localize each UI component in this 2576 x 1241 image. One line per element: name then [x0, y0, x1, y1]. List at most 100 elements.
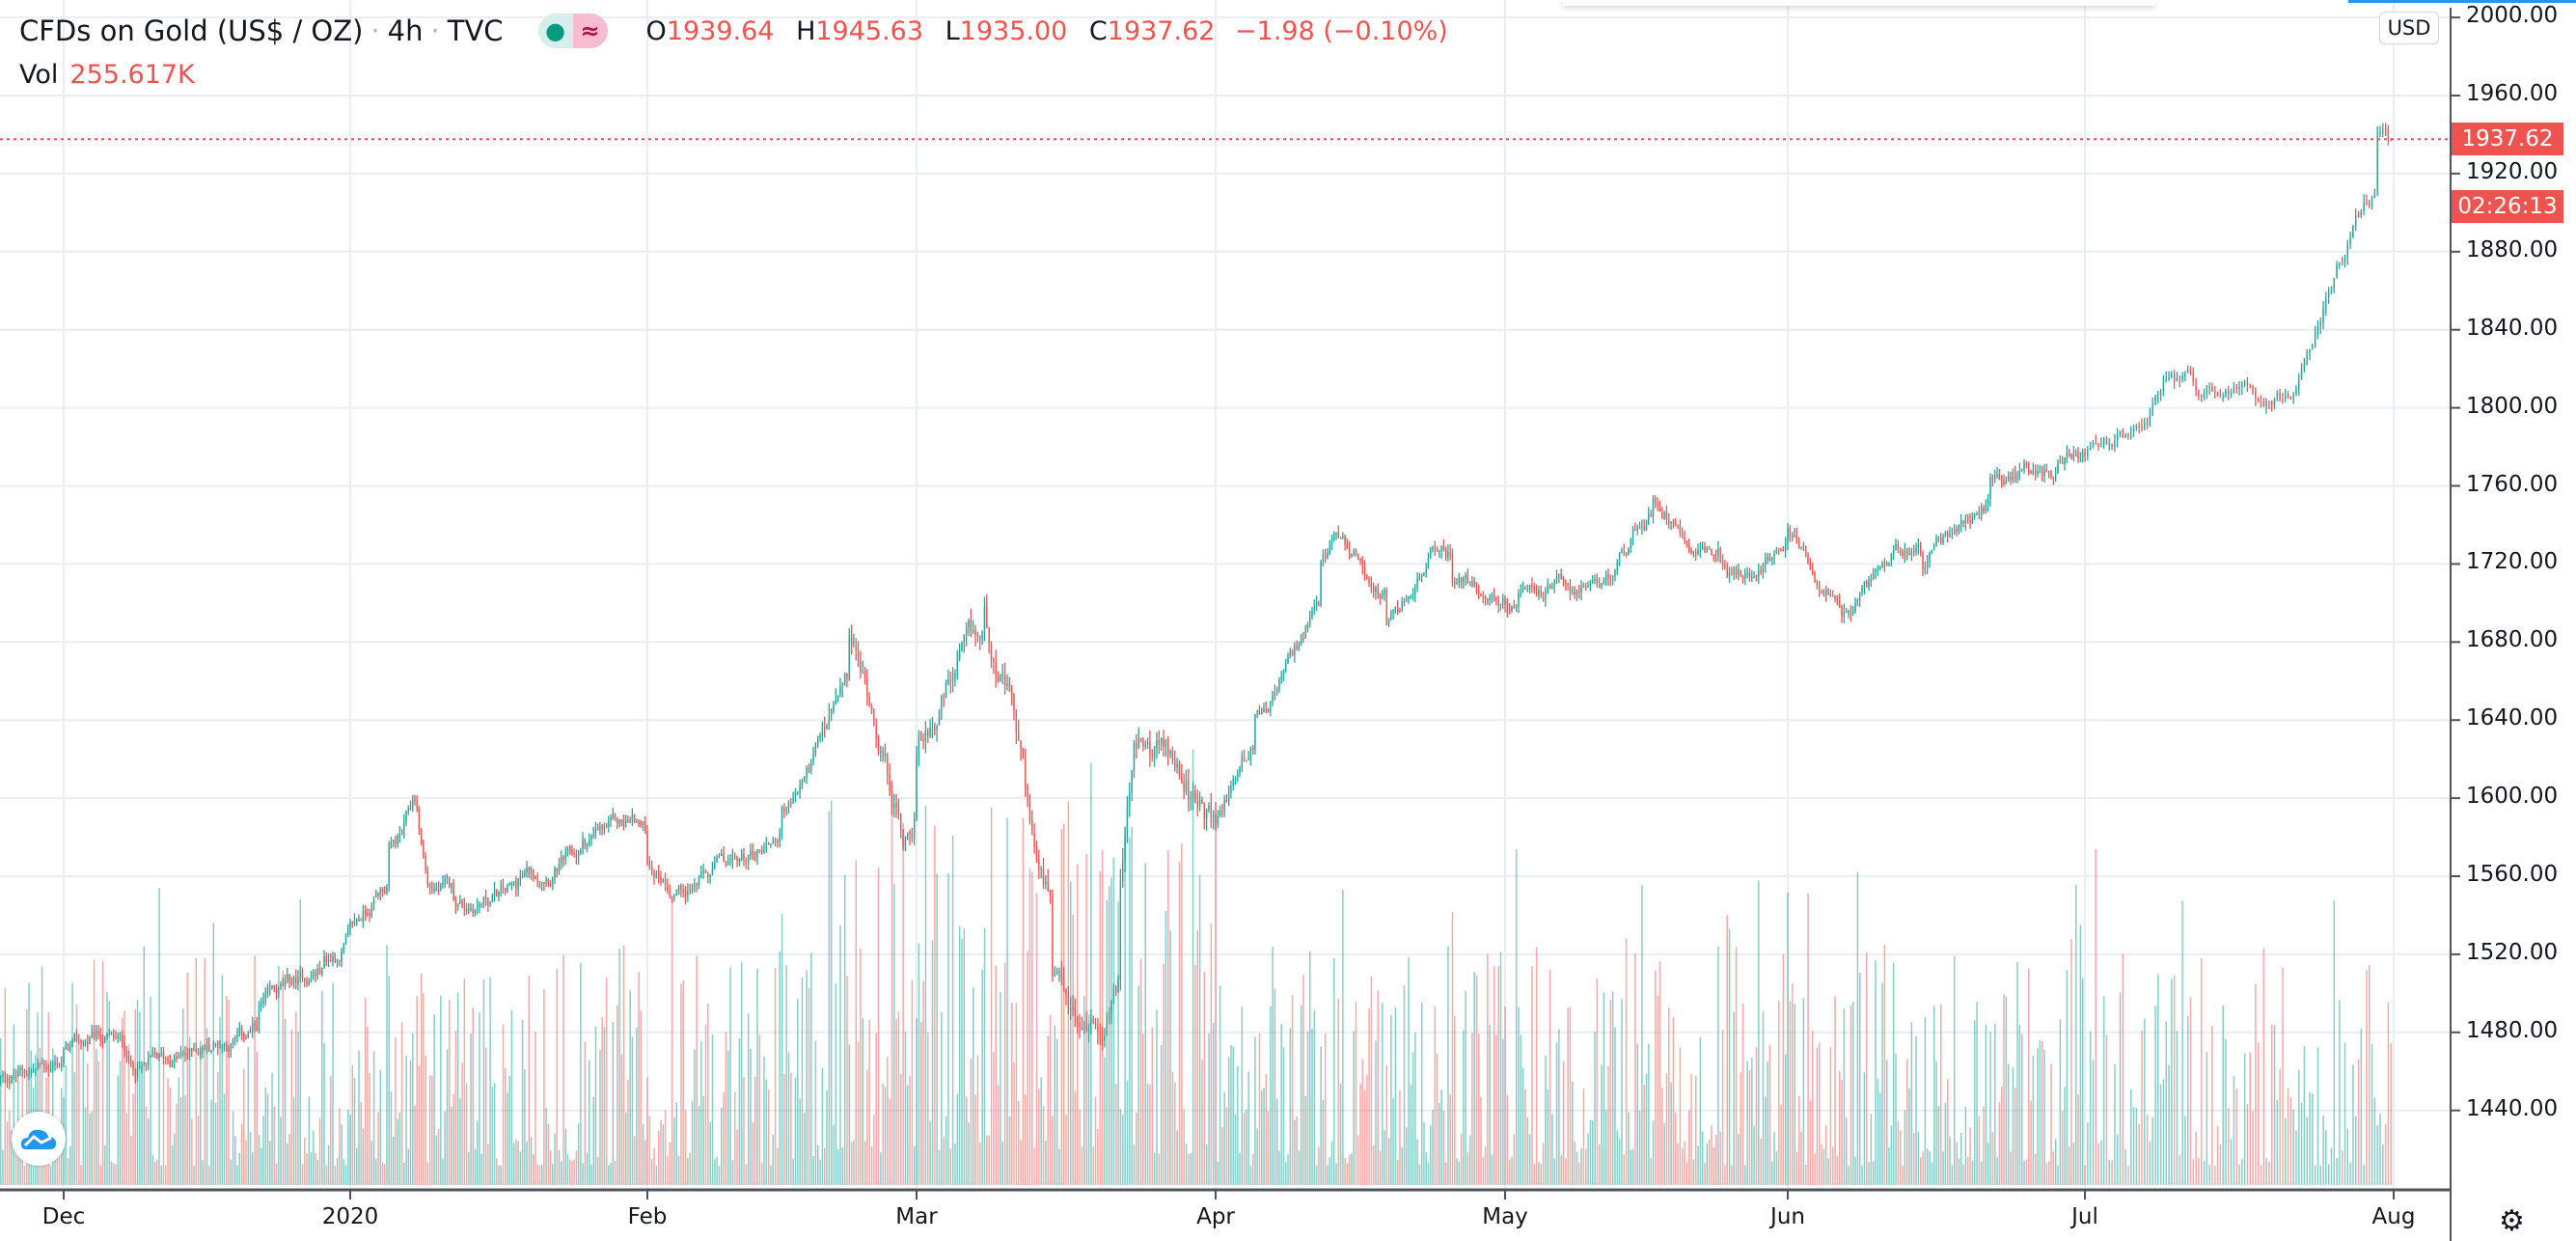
candle-body	[1119, 881, 1122, 980]
volume-bar	[341, 1124, 343, 1185]
volume-bar	[2257, 1042, 2260, 1185]
volume-legend[interactable]: Vol 255.617K	[19, 60, 195, 90]
candle-body	[1834, 595, 1836, 599]
candle-body	[2360, 210, 2363, 217]
candle-body	[1174, 759, 1176, 768]
volume-bar	[620, 1054, 623, 1185]
volume-bar	[2333, 900, 2336, 1185]
volume-bar	[1753, 1125, 1755, 1185]
volume-bar	[547, 1123, 550, 1185]
candle-body	[496, 889, 498, 896]
volume-bar	[418, 1065, 421, 1185]
volume-bar	[1258, 1033, 1261, 1185]
volume-bar	[323, 1042, 325, 1185]
volume-bar	[448, 999, 451, 1185]
open-value: 1939.64	[666, 15, 775, 46]
candle-body	[902, 830, 904, 846]
candle-body	[1675, 522, 1677, 525]
candle-body	[91, 1032, 93, 1038]
volume-bar	[855, 860, 858, 1185]
volume-bar	[1495, 1034, 1497, 1185]
candle-body	[618, 819, 620, 824]
candle-body	[887, 754, 889, 774]
candle-body	[1555, 576, 1558, 581]
candle-body	[468, 909, 470, 912]
candle-body	[310, 976, 313, 979]
candle-body	[863, 671, 866, 677]
tradingview-logo-icon[interactable]	[12, 1112, 66, 1166]
volume-bar	[297, 1032, 299, 1185]
volume-bar	[416, 996, 418, 1185]
candle-body	[2087, 449, 2089, 456]
candle-body	[836, 695, 839, 701]
candle-body	[451, 883, 452, 887]
candle-body	[17, 1070, 19, 1077]
volume-bar	[1708, 1139, 1711, 1185]
candle-body	[889, 773, 891, 792]
volume-bar	[1139, 958, 1142, 1185]
candle-body	[1460, 577, 1463, 583]
candle-body	[390, 842, 393, 849]
candle-body	[696, 883, 698, 886]
candle-body	[2270, 401, 2273, 406]
volume-bar	[2023, 1161, 2025, 1185]
volume-bar	[425, 1055, 426, 1185]
candle-body	[1361, 560, 1363, 568]
symbol-legend[interactable]: CFDs on Gold (US$ / OZ) · 4h · TVC ● ≈ O…	[19, 14, 1448, 48]
volume-bar	[826, 1090, 828, 1185]
volume-bar	[1183, 1109, 1185, 1185]
candle-body	[1280, 676, 1282, 680]
candle-body	[472, 908, 474, 914]
candle-body	[204, 1047, 206, 1051]
candle-body	[610, 816, 612, 820]
candle-body	[1385, 590, 1387, 625]
market-status[interactable]: ● ≈	[537, 14, 608, 48]
candle-body	[56, 1062, 58, 1066]
candle-body	[2116, 434, 2119, 441]
volume-bar	[2105, 1034, 2108, 1185]
volume-bar	[1493, 966, 1495, 1185]
approx-icon[interactable]: ≈	[572, 14, 608, 48]
candle-body	[123, 1043, 125, 1052]
market-open-dot-icon[interactable]: ●	[537, 14, 573, 48]
candle-body	[524, 872, 526, 876]
volume-bar	[2154, 1006, 2156, 1185]
candle-body	[873, 710, 875, 726]
candle-body	[566, 846, 569, 853]
candle-body	[1185, 780, 1188, 792]
candle-body	[2132, 428, 2135, 432]
volume-bar	[963, 927, 966, 1185]
settings-gear-icon[interactable]: ⚙	[2499, 1204, 2525, 1238]
volume-bar	[1097, 1129, 1099, 1185]
interval[interactable]: 4h	[387, 14, 424, 47]
candle-body	[612, 813, 614, 817]
currency-button[interactable]: USD	[2379, 12, 2439, 44]
volume-bar	[538, 1165, 541, 1185]
volume-bar	[370, 1141, 373, 1185]
volume-bar	[1072, 914, 1074, 1185]
candle-body	[767, 843, 770, 845]
volume-bar	[1418, 1164, 1421, 1185]
volume-bar	[931, 940, 934, 1185]
candle-body	[104, 1037, 106, 1043]
candle-body	[264, 994, 266, 1001]
volume-bar	[1751, 1058, 1753, 1185]
volume-bar	[947, 873, 949, 1185]
volume-bar	[687, 1158, 689, 1185]
volume-bar	[1935, 1061, 1937, 1185]
candle-body	[156, 1052, 158, 1059]
candle-body	[284, 979, 287, 986]
candle-body	[808, 767, 810, 771]
volume-bar	[536, 1164, 538, 1185]
volume-bar	[1151, 1027, 1154, 1185]
volume-bar	[1451, 911, 1454, 1185]
candle-body	[2151, 403, 2153, 416]
symbol-name[interactable]: CFDs on Gold (US$ / OZ)	[19, 14, 364, 47]
candle-body	[2325, 297, 2327, 309]
volume-bar	[191, 1118, 193, 1185]
volume-bar	[1535, 947, 1538, 1185]
candle-body	[1870, 578, 1873, 582]
volume-bar	[97, 1061, 99, 1185]
candle-body	[629, 819, 631, 822]
